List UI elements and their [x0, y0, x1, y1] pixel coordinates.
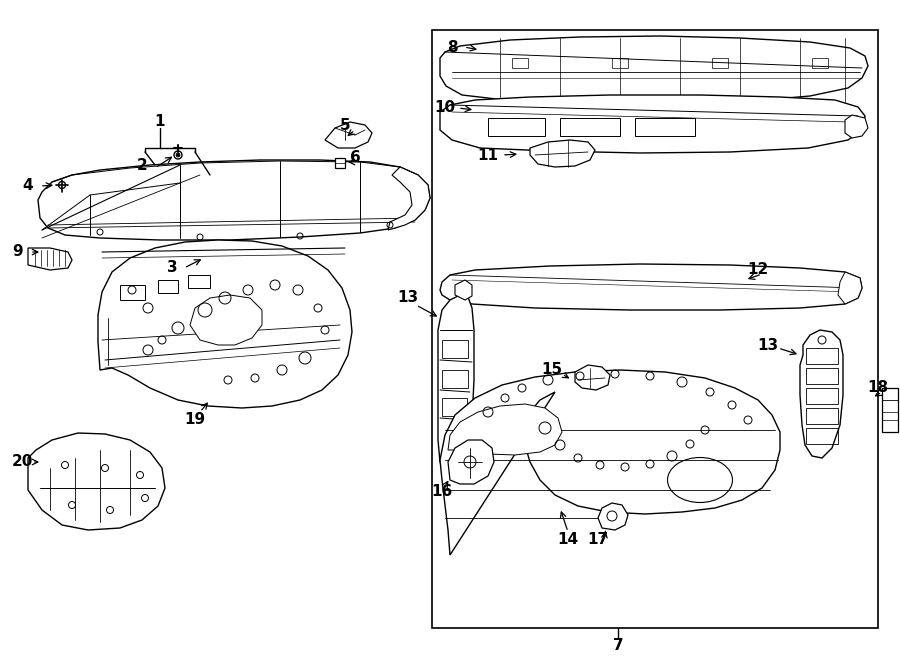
- Polygon shape: [335, 158, 345, 168]
- Text: 16: 16: [431, 485, 453, 500]
- Polygon shape: [598, 503, 628, 530]
- Polygon shape: [530, 140, 595, 167]
- Text: 14: 14: [557, 533, 579, 547]
- Text: 12: 12: [747, 262, 769, 278]
- Polygon shape: [325, 122, 372, 148]
- Text: 8: 8: [446, 40, 457, 54]
- Text: 15: 15: [542, 362, 562, 377]
- Text: 11: 11: [478, 147, 499, 163]
- Polygon shape: [800, 330, 843, 458]
- Text: 19: 19: [184, 412, 205, 428]
- Polygon shape: [28, 248, 72, 270]
- Circle shape: [176, 153, 180, 157]
- Polygon shape: [440, 370, 780, 555]
- Polygon shape: [440, 264, 862, 310]
- Text: 4: 4: [22, 178, 33, 194]
- Text: 3: 3: [166, 260, 177, 276]
- Text: 5: 5: [339, 118, 350, 134]
- Polygon shape: [38, 160, 430, 240]
- Polygon shape: [28, 433, 165, 530]
- Polygon shape: [838, 272, 862, 304]
- Bar: [432, 30, 878, 628]
- Text: 13: 13: [398, 290, 418, 305]
- Polygon shape: [440, 95, 865, 153]
- Polygon shape: [440, 36, 868, 104]
- Text: 9: 9: [13, 245, 23, 260]
- Text: 13: 13: [758, 338, 778, 352]
- Text: 18: 18: [868, 381, 888, 395]
- Polygon shape: [438, 295, 474, 475]
- Polygon shape: [190, 295, 262, 345]
- Polygon shape: [845, 115, 868, 138]
- Text: 6: 6: [349, 151, 360, 165]
- Polygon shape: [388, 167, 430, 230]
- Polygon shape: [448, 440, 494, 484]
- Polygon shape: [204, 250, 222, 266]
- Polygon shape: [575, 365, 610, 390]
- Polygon shape: [448, 404, 562, 455]
- Text: 17: 17: [588, 533, 608, 547]
- Polygon shape: [882, 388, 898, 432]
- Polygon shape: [455, 280, 472, 300]
- Polygon shape: [98, 240, 352, 408]
- Text: 1: 1: [155, 114, 166, 130]
- Text: 7: 7: [613, 637, 624, 652]
- Text: 2: 2: [137, 157, 148, 173]
- Text: 20: 20: [12, 455, 32, 469]
- Text: 10: 10: [435, 100, 455, 116]
